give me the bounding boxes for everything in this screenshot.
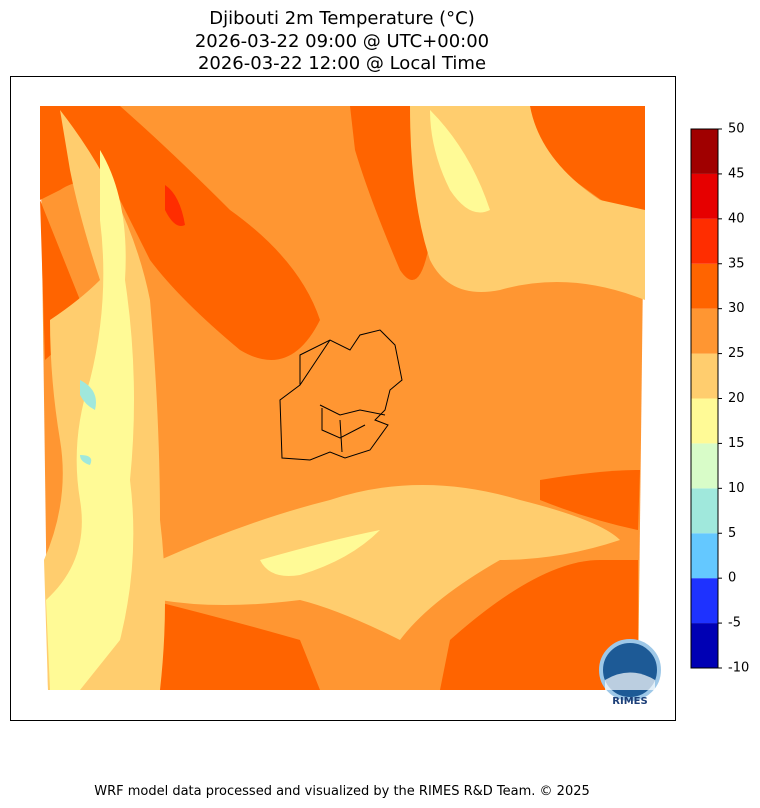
colorbar-tick-label: -10 xyxy=(728,661,749,676)
field-hot xyxy=(165,185,185,226)
field-cool xyxy=(430,110,490,213)
colorbar-tick-label: 0 xyxy=(728,571,736,586)
colorbar-segment xyxy=(691,263,718,309)
border xyxy=(279,329,403,461)
colorbar-segment xyxy=(691,398,718,444)
field-warm xyxy=(440,560,638,690)
logo-wave xyxy=(605,672,655,690)
colorbar-tick-label: 15 xyxy=(728,436,745,451)
logo-text: RIMES xyxy=(612,696,647,707)
colorbar-segment xyxy=(691,173,718,219)
colorbar-segment xyxy=(691,129,718,174)
colorbar-tick-label: 10 xyxy=(728,481,745,496)
field-warm xyxy=(350,106,430,280)
field-mild xyxy=(410,106,645,300)
colorbar-segment xyxy=(691,353,718,399)
colorbar-segment xyxy=(691,443,718,489)
colorbar-segment xyxy=(691,578,718,624)
colorbar-tick-label: 5 xyxy=(728,526,736,541)
colorbar-tick-label: 20 xyxy=(728,391,745,406)
colorbar-tick-label: 35 xyxy=(728,256,745,271)
title-line: 2026-03-22 09:00 @ UTC+00:00 xyxy=(195,31,489,52)
colorbar-segment xyxy=(691,623,718,668)
colorbar-segment xyxy=(691,218,718,264)
colorbar: -10 -5 0 5 10 15 20 25 30 35 40 45 50 xyxy=(690,122,749,676)
field-warm xyxy=(40,106,320,360)
field-warm xyxy=(150,600,320,690)
title-line: 2026-03-22 12:00 @ Local Time xyxy=(198,53,486,74)
map: RIMES xyxy=(10,76,676,721)
colorbar-tick-label: -5 xyxy=(728,616,741,631)
colorbar-tick-label: 50 xyxy=(728,122,745,137)
footer: WRF model data processed and visualized … xyxy=(94,784,590,799)
field-cool xyxy=(260,530,380,576)
colorbar-segment xyxy=(691,533,718,579)
colorbar-tick-label: 40 xyxy=(728,211,745,226)
field-warm xyxy=(530,106,645,230)
field-cool xyxy=(46,150,134,690)
colorbar-tick-label: 45 xyxy=(728,166,745,181)
colorbar-segment xyxy=(691,488,718,534)
colorbar-tick-label: 25 xyxy=(728,346,745,361)
logo-emblem xyxy=(599,639,661,701)
field-warm xyxy=(540,470,640,530)
field-mild xyxy=(160,485,620,640)
colorbar-segment xyxy=(691,308,718,354)
title-line: Djibouti 2m Temperature (°C) xyxy=(209,8,475,29)
colorbar-tick-label: 30 xyxy=(728,301,745,316)
field-cold xyxy=(80,380,96,465)
